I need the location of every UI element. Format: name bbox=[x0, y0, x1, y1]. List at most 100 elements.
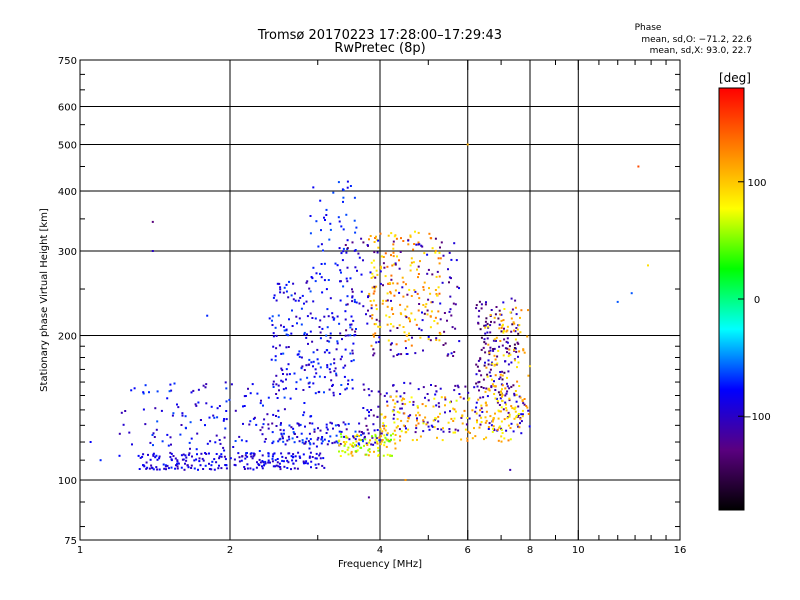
data-point bbox=[391, 454, 393, 457]
data-point bbox=[369, 235, 372, 237]
data-point bbox=[443, 330, 446, 333]
data-point bbox=[358, 256, 361, 259]
data-point bbox=[438, 331, 441, 334]
data-point bbox=[304, 440, 307, 443]
data-point bbox=[392, 243, 395, 246]
data-point bbox=[427, 338, 430, 341]
data-point bbox=[415, 414, 417, 417]
data-point bbox=[518, 324, 521, 327]
data-point bbox=[292, 431, 295, 434]
data-point bbox=[282, 429, 285, 432]
data-point bbox=[368, 238, 370, 241]
data-point bbox=[216, 407, 219, 410]
data-point bbox=[329, 435, 332, 438]
data-point bbox=[213, 458, 216, 461]
data-point bbox=[376, 251, 379, 254]
data-point bbox=[520, 432, 523, 435]
data-point bbox=[187, 453, 190, 456]
data-point bbox=[156, 390, 159, 393]
data-point bbox=[342, 189, 345, 192]
data-point bbox=[197, 401, 200, 404]
data-point bbox=[283, 329, 286, 332]
data-point bbox=[434, 393, 437, 396]
data-point bbox=[363, 444, 365, 447]
data-point bbox=[405, 334, 408, 337]
data-point bbox=[290, 332, 293, 335]
data-point bbox=[260, 399, 262, 402]
data-point bbox=[339, 393, 342, 395]
data-point bbox=[308, 287, 311, 290]
data-point bbox=[502, 331, 505, 334]
data-point bbox=[516, 423, 519, 426]
data-point bbox=[392, 399, 395, 402]
data-point bbox=[328, 340, 331, 343]
data-point bbox=[218, 405, 221, 407]
data-point bbox=[513, 417, 516, 420]
data-point bbox=[355, 450, 358, 453]
data-point bbox=[494, 358, 497, 361]
data-point bbox=[514, 306, 517, 309]
data-point bbox=[437, 286, 440, 289]
data-point bbox=[275, 415, 277, 417]
data-point bbox=[337, 440, 340, 443]
data-point bbox=[503, 371, 506, 374]
data-point bbox=[475, 304, 478, 307]
data-point bbox=[298, 440, 301, 443]
data-point bbox=[412, 403, 415, 406]
data-point bbox=[243, 468, 246, 470]
data-point bbox=[497, 439, 500, 442]
data-point bbox=[314, 457, 317, 460]
data-point bbox=[215, 453, 218, 455]
data-point bbox=[139, 456, 142, 459]
data-point bbox=[198, 460, 201, 463]
data-point bbox=[500, 390, 502, 393]
data-point bbox=[339, 299, 342, 302]
data-point bbox=[428, 287, 430, 290]
data-point bbox=[468, 432, 471, 434]
data-point bbox=[528, 425, 531, 428]
data-point bbox=[184, 426, 187, 429]
data-point bbox=[399, 251, 402, 253]
data-point bbox=[220, 453, 223, 456]
data-point bbox=[424, 405, 427, 408]
data-point bbox=[267, 396, 270, 399]
data-point bbox=[245, 440, 248, 443]
data-point bbox=[308, 432, 311, 435]
data-point bbox=[360, 290, 363, 293]
data-point bbox=[517, 414, 520, 417]
data-point bbox=[303, 369, 306, 371]
data-point bbox=[283, 432, 285, 435]
data-point bbox=[383, 444, 386, 447]
data-point bbox=[511, 308, 514, 311]
data-point bbox=[389, 348, 392, 351]
data-points bbox=[89, 143, 649, 499]
data-point bbox=[372, 423, 375, 426]
data-point bbox=[437, 402, 440, 405]
data-point bbox=[397, 425, 399, 428]
data-point bbox=[428, 428, 431, 431]
data-point bbox=[497, 417, 500, 420]
data-point bbox=[490, 309, 493, 311]
data-point bbox=[319, 319, 322, 322]
data-point bbox=[515, 350, 518, 353]
data-point bbox=[202, 384, 205, 387]
data-point bbox=[155, 428, 158, 431]
data-point bbox=[430, 384, 432, 386]
data-point bbox=[434, 385, 437, 387]
data-point bbox=[287, 296, 290, 299]
data-point bbox=[170, 458, 173, 461]
data-point bbox=[425, 423, 428, 426]
data-point bbox=[519, 417, 522, 420]
data-point bbox=[374, 332, 377, 335]
data-point bbox=[448, 276, 451, 279]
data-point bbox=[452, 420, 455, 422]
data-point bbox=[346, 280, 349, 283]
data-point bbox=[299, 456, 302, 459]
data-point bbox=[434, 249, 437, 252]
data-point bbox=[500, 406, 503, 409]
data-point bbox=[427, 298, 430, 301]
data-point bbox=[502, 301, 505, 304]
data-point bbox=[271, 319, 273, 322]
